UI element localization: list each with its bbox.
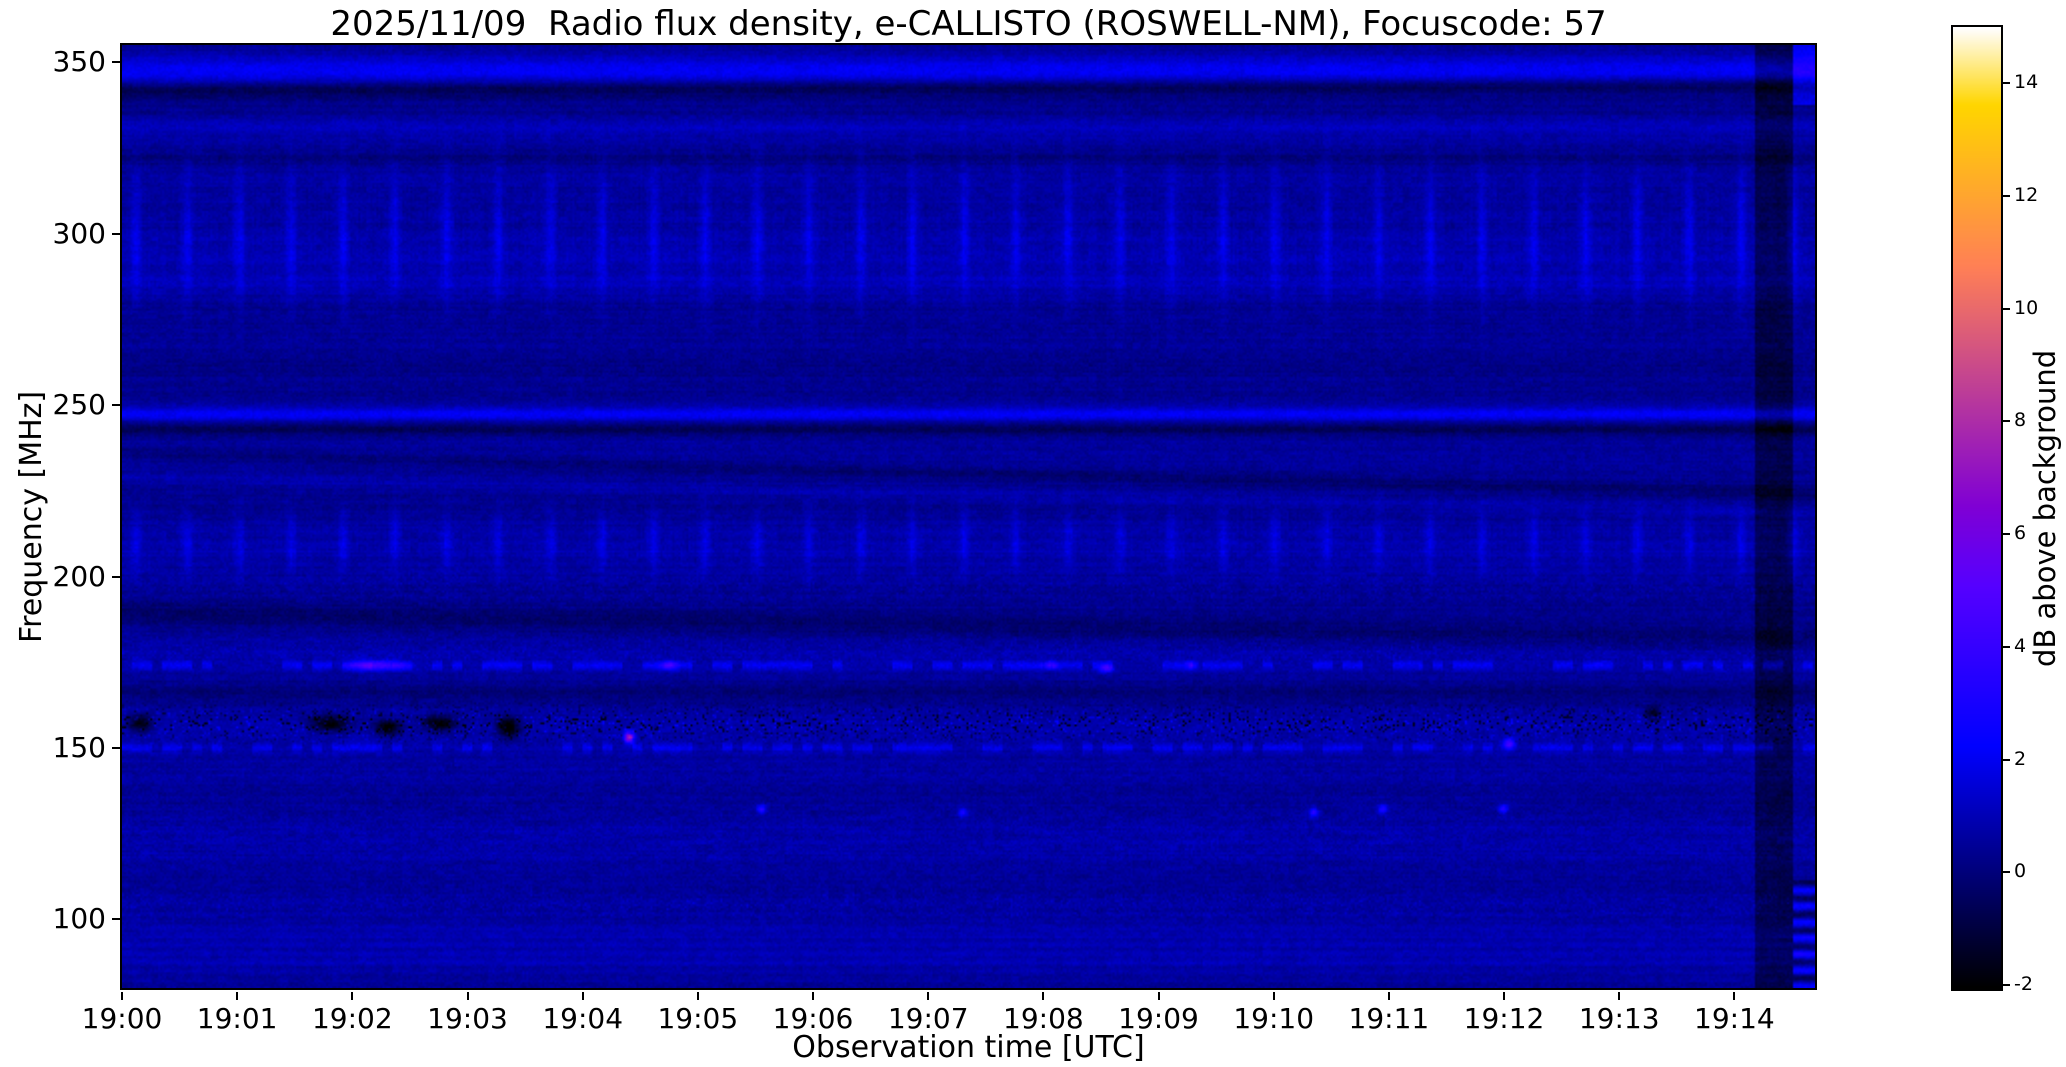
y-tick-mark: [112, 575, 120, 578]
colorbar-canvas: [1953, 27, 2001, 989]
colorbar-tick-label: 2: [2014, 747, 2027, 770]
colorbar-tick-label: 10: [2014, 296, 2039, 319]
colorbar-tick-label: 14: [2014, 71, 2039, 94]
x-tick-mark: [581, 992, 584, 1000]
x-tick-label: 19:14: [1694, 1002, 1775, 1035]
colorbar-tick-mark: [2003, 420, 2010, 423]
x-tick-mark: [1272, 992, 1275, 1000]
colorbar-tick-mark: [2003, 984, 2010, 986]
colorbar-tick-label: 6: [2014, 522, 2027, 545]
x-tick-mark: [927, 992, 930, 1000]
x-tick-label: 19:04: [542, 1002, 624, 1035]
x-tick-label: 19:03: [427, 1002, 508, 1035]
y-tick-mark: [112, 746, 120, 749]
x-tick-mark: [812, 992, 815, 1000]
colorbar-tick-mark: [2003, 871, 2010, 874]
y-tick-label: 350: [52, 45, 106, 79]
y-tick-mark: [112, 918, 120, 921]
x-tick-mark: [1733, 992, 1736, 1000]
x-tick-label: 19:13: [1578, 1002, 1660, 1035]
y-tick-label: 200: [52, 559, 106, 593]
y-tick-label: 100: [52, 902, 106, 936]
x-tick-label: 19:11: [1348, 1002, 1430, 1035]
y-tick-label: 150: [52, 730, 106, 764]
colorbar: [1951, 25, 2003, 991]
spectrogram-canvas: [122, 45, 1815, 988]
x-tick-mark: [1387, 992, 1390, 1000]
x-tick-mark: [696, 992, 699, 1000]
colorbar-tick-mark: [2003, 82, 2010, 85]
chart-title: 2025/11/09 Radio flux density, e-CALLIST…: [330, 4, 1607, 44]
colorbar-tick-mark: [2003, 533, 2010, 536]
x-tick-mark: [351, 992, 354, 1000]
x-tick-mark: [236, 992, 239, 1000]
y-axis-label: Frequency [MHz]: [14, 390, 49, 643]
colorbar-tick-label: -2: [2014, 973, 2033, 995]
x-tick-mark: [1618, 992, 1621, 1000]
colorbar-tick-label: 8: [2014, 409, 2027, 432]
colorbar-tick-mark: [2003, 758, 2010, 761]
x-tick-label: 19:06: [772, 1002, 854, 1035]
x-tick-label: 19:12: [1463, 1002, 1545, 1035]
colorbar-tick-label: 0: [2014, 860, 2027, 883]
x-tick-label: 19:01: [196, 1002, 278, 1035]
colorbar-label: dB above background: [2028, 349, 2062, 667]
x-tick-label: 19:07: [887, 1002, 969, 1035]
x-tick-mark: [121, 992, 123, 1000]
y-tick-label: 250: [52, 388, 106, 422]
x-tick-mark: [1042, 992, 1045, 1000]
x-tick-label: 19:02: [311, 1002, 393, 1035]
x-axis-label: Observation time [UTC]: [792, 1030, 1145, 1065]
x-tick-label: 19:09: [1118, 1002, 1199, 1035]
x-tick-label: 19:10: [1233, 1002, 1315, 1035]
colorbar-tick-mark: [2003, 307, 2010, 310]
plot-area: [120, 43, 1817, 990]
colorbar-tick-label: 4: [2014, 634, 2027, 657]
colorbar-tick-label: 12: [2014, 184, 2039, 207]
x-tick-label: 19:00: [81, 1002, 163, 1035]
x-tick-mark: [1157, 992, 1160, 1000]
y-tick-label: 300: [52, 216, 106, 250]
y-tick-mark: [112, 61, 120, 64]
colorbar-tick-mark: [2003, 645, 2010, 648]
x-tick-label: 19:08: [1003, 1002, 1084, 1035]
x-tick-mark: [466, 992, 469, 1000]
x-tick-label: 19:05: [657, 1002, 739, 1035]
y-tick-mark: [112, 232, 120, 235]
y-tick-mark: [112, 404, 120, 407]
colorbar-tick-mark: [2003, 195, 2010, 198]
x-tick-mark: [1503, 992, 1506, 1000]
